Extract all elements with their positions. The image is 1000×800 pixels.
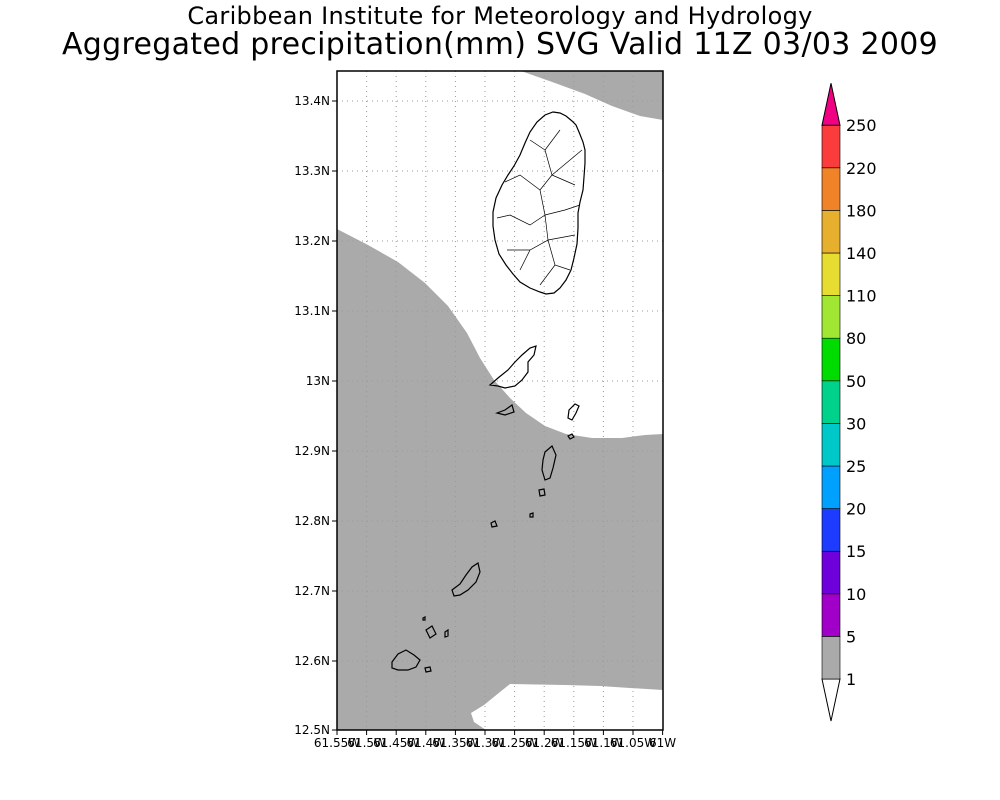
lat-tick-label: 13.4N [294, 94, 330, 108]
lon-tick-label: 61.1W [584, 736, 623, 750]
lon-tick-label: 61.5W [347, 736, 386, 750]
small-islet [490, 520, 498, 528]
small-islet [425, 625, 437, 639]
st-vincent-coastline [492, 111, 586, 295]
lat-tick-label: 13N [306, 374, 330, 388]
small-islet [422, 616, 426, 621]
grenadine-islands [391, 345, 580, 673]
lon-tick-label: 61.55W [314, 736, 360, 750]
lat-tick-label: 12.9N [294, 444, 330, 458]
colorbar-segment [821, 593, 841, 637]
colorbar-segment [821, 380, 841, 424]
colorbar-label: 110 [846, 287, 877, 306]
colorbar-lower-triangle [821, 678, 841, 722]
lon-tick-label: 61W [649, 736, 676, 750]
lat-tick-label: 12.8N [294, 514, 330, 528]
map-panel: 13.4N 13.3N 13.2N 13.1N 13N 12.9N 12.8N 12.7N 12… [294, 70, 676, 750]
colorbar-label: 220 [846, 159, 877, 178]
colorbar-upper-triangle [821, 83, 841, 126]
lon-tick-label: 61.4W [407, 736, 446, 750]
lon-tick-label: 61.35W [432, 736, 478, 750]
colorbar-label: 1 [846, 670, 856, 689]
lat-tick-label: 12.6N [294, 654, 330, 668]
small-islet [529, 512, 534, 518]
union-island [451, 562, 481, 597]
lat-tick-label: 12.7N [294, 584, 330, 598]
lon-tick-label: 61.3W [466, 736, 505, 750]
colorbar-segment [821, 465, 841, 509]
product-title: Aggregated precipitation(mm) SVG Valid 1… [61, 27, 939, 62]
rain-area-main [337, 229, 663, 730]
colorbar-segment [821, 252, 841, 296]
colorbar-label: 180 [846, 201, 877, 220]
colorbar-label: 5 [846, 627, 856, 646]
colorbar-segment [821, 337, 841, 382]
lat-tick-label: 13.1N [294, 304, 330, 318]
mustique-island [567, 403, 580, 421]
colorbar-segment [821, 423, 841, 467]
colorbar-label: 140 [846, 244, 877, 263]
lon-tick-label: 61.2W [525, 736, 564, 750]
lon-tick-label: 61.25W [491, 736, 537, 750]
colorbar-label: 10 [846, 585, 866, 604]
colorbar-label: 25 [846, 457, 866, 476]
lat-tick-label: 13.3N [294, 164, 330, 178]
lon-tick-label: 61.15W [551, 736, 597, 750]
canouan-island [541, 445, 557, 481]
colorbar-segment [821, 210, 841, 254]
latitude-axis: 13.4N 13.3N 13.2N 13.1N 13N 12.9N 12.8N 12.7N 12… [294, 94, 337, 737]
small-islet [538, 488, 546, 497]
st-vincent-island [492, 111, 586, 295]
watershed-line [496, 129, 583, 286]
institution-title: Caribbean Institute for Meteorology and … [187, 2, 813, 30]
colorbar-segment [821, 550, 841, 595]
st-vincent-watersheds [496, 129, 583, 286]
lat-tick-label: 13.2N [294, 234, 330, 248]
small-islet [444, 628, 449, 638]
colorbar-label: 20 [846, 500, 866, 519]
bequia-island [488, 345, 537, 389]
lat-tick-label: 12.5N [294, 723, 330, 737]
colorbar-label: 250 [846, 116, 877, 135]
carriacou-island [391, 649, 421, 671]
colorbar-segment [821, 167, 841, 211]
colorbar-segment [821, 636, 841, 680]
rain-area-northeast [521, 71, 663, 120]
map-frame [336, 70, 664, 731]
colorbar-segment [821, 124, 841, 169]
colorbar-label: 30 [846, 414, 866, 433]
lon-tick-label: 61.05W [610, 736, 656, 750]
colorbar-label: 80 [846, 329, 866, 348]
colorbar-segment [821, 508, 841, 552]
colorbar-label: 15 [846, 542, 866, 561]
colorbar-segment [821, 295, 841, 339]
small-islet [567, 433, 575, 440]
longitude-axis: 61.55W61.5W61.45W61.4W61.35W61.3W61.25W6… [314, 730, 676, 750]
small-islet [494, 404, 515, 416]
colorbar-label: 50 [846, 372, 866, 391]
lon-tick-label: 61.45W [373, 736, 419, 750]
small-islet [424, 666, 432, 673]
